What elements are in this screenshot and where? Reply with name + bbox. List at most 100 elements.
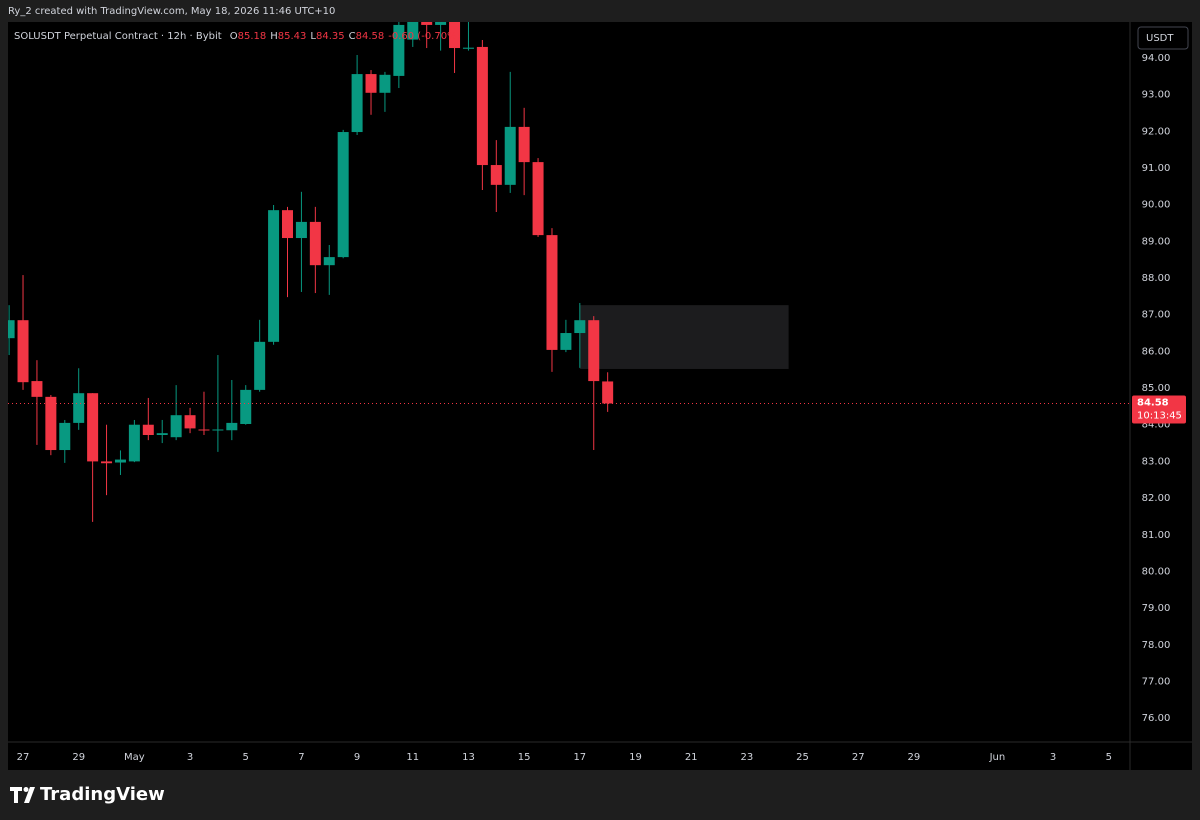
last-price-tag	[1132, 395, 1186, 424]
y-tick-label: 83.00	[1142, 456, 1171, 467]
y-tick-label: 88.00	[1142, 273, 1171, 284]
ohlc-value: 85.18	[238, 31, 267, 42]
x-tick-label: 7	[298, 752, 304, 763]
candle-body	[407, 22, 419, 40]
y-tick-label: 86.00	[1142, 346, 1171, 357]
x-tick-label: 29	[908, 752, 921, 763]
brand: TradingView	[40, 784, 165, 805]
y-tick-label: 82.00	[1142, 493, 1171, 504]
candle-body	[435, 22, 447, 25]
brand-logo	[10, 787, 35, 803]
candle-body	[59, 422, 71, 451]
candle-body	[574, 320, 586, 334]
candle-body	[351, 74, 363, 133]
candle-body	[323, 257, 335, 266]
candle-body	[476, 46, 488, 166]
candle-body	[114, 459, 126, 463]
x-tick-label: 25	[796, 752, 809, 763]
ohlc-label: L	[310, 31, 316, 42]
candle-body	[31, 381, 43, 397]
candle-body	[309, 221, 321, 266]
candle-body	[17, 320, 29, 383]
y-tick-label: 89.00	[1142, 236, 1171, 247]
y-tick-label: 80.00	[1142, 566, 1171, 577]
candle-body	[101, 461, 113, 464]
plot	[8, 22, 1130, 522]
currency[interactable]: USDT	[1146, 33, 1174, 44]
candle-body	[490, 165, 502, 185]
x-tick-label: 27	[852, 752, 865, 763]
y-tick-label: 91.00	[1142, 163, 1171, 174]
candle-body	[254, 341, 266, 390]
x-tick-label: 11	[406, 752, 419, 763]
candle-body	[212, 429, 224, 431]
candle-body	[45, 396, 57, 451]
x-tick-label: 17	[573, 752, 586, 763]
x-tick-label: 3	[1050, 752, 1056, 763]
candle-body	[449, 22, 461, 49]
ohlc-value: 84.58	[356, 31, 385, 42]
y-tick-label: 84.00	[1142, 420, 1171, 431]
ohlc: O85.18 H85.43 L84.35 C84.58	[230, 31, 385, 42]
zone	[579, 305, 789, 369]
y-tick-label: 78.00	[1142, 640, 1171, 651]
x-tick-label: 5	[243, 752, 249, 763]
candle-body	[156, 433, 168, 436]
y-tick-label: 81.00	[1142, 530, 1171, 541]
candle-body	[393, 24, 405, 76]
candle-body	[462, 47, 474, 49]
candle-body	[8, 320, 15, 339]
candle-body	[337, 132, 349, 258]
currency-button[interactable]	[1137, 26, 1189, 50]
change: -0.60 (-0.70%)	[388, 31, 460, 42]
x-tick-label: 23	[740, 752, 753, 763]
ohlc-value: 84.35	[316, 31, 345, 42]
ohlc-label: O	[230, 31, 238, 42]
x-tick-label: 21	[685, 752, 698, 763]
candle-body	[128, 424, 140, 462]
candle-body	[365, 74, 377, 93]
candle-body	[379, 74, 391, 93]
x-tick-label: 5	[1106, 752, 1112, 763]
candle-body	[240, 389, 252, 424]
y-tick-label: 93.00	[1142, 90, 1171, 101]
x-tick-label: 3	[187, 752, 193, 763]
x-tick-label: 27	[17, 752, 30, 763]
countdown: 10:13:45	[1137, 410, 1182, 421]
candle-body	[282, 210, 293, 239]
chart-area	[8, 22, 1192, 770]
candle-body	[142, 424, 154, 436]
y-tick-label: 76.00	[1142, 713, 1171, 724]
candle-body	[184, 415, 196, 429]
candle-body	[518, 126, 530, 163]
candle-body	[560, 333, 572, 350]
legend: SOLUSDT Perpetual Contract · 12h · Bybit…	[14, 31, 461, 42]
candle-body	[421, 22, 433, 25]
y-tick-label: 92.00	[1142, 126, 1171, 137]
candle-body	[532, 162, 544, 236]
y-tick-label: 77.00	[1142, 676, 1171, 687]
ohlc-label: C	[349, 31, 356, 42]
y-tick-label: 79.00	[1142, 603, 1171, 614]
candle-body	[73, 393, 85, 423]
y-tick-label: 90.00	[1142, 200, 1171, 211]
x-tick-label: 13	[462, 752, 475, 763]
ohlc-label: H	[270, 31, 278, 42]
candle-body	[546, 235, 558, 350]
candle-body	[295, 221, 307, 239]
x-tick-label: Jun	[989, 752, 1006, 763]
candle-body	[198, 429, 210, 431]
y-tick-label: 85.00	[1142, 383, 1171, 394]
y-tick-label: 87.00	[1142, 310, 1171, 321]
candle-body	[504, 126, 516, 185]
x-tick-label: 29	[72, 752, 85, 763]
x-tick-label: May	[124, 752, 145, 763]
attribution: Ry_2 created with TradingView.com, May 1…	[8, 6, 335, 17]
last-price-label: 84.58	[1137, 397, 1169, 408]
candle-body	[226, 422, 238, 431]
candle-body	[602, 381, 614, 404]
candle-body	[87, 393, 99, 462]
symbol: SOLUSDT Perpetual Contract · 12h · Bybit	[14, 31, 222, 42]
x-tick-label: 9	[354, 752, 360, 763]
